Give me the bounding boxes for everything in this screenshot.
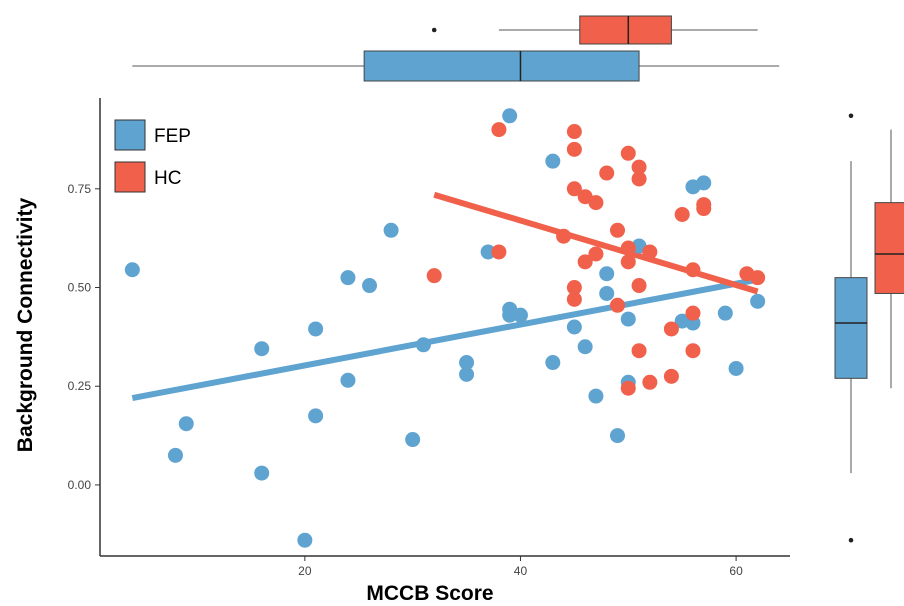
y-tick-label: 0.25 <box>68 379 92 393</box>
top-marginal-boxplots <box>132 15 780 82</box>
box-y-hc <box>874 202 904 294</box>
fit-line-fep <box>131 276 759 402</box>
axes: 20 40 60 0.00 0.25 0.50 0.75 <box>68 98 790 578</box>
point-hc <box>642 244 658 260</box>
point-hc <box>426 268 442 284</box>
legend-swatch-hc <box>114 161 146 193</box>
point-fep <box>545 153 561 169</box>
point-fep <box>362 278 378 294</box>
point-hc <box>620 380 636 396</box>
point-hc <box>599 165 615 181</box>
point-fep <box>308 321 324 337</box>
point-fep <box>717 305 733 321</box>
point-hc <box>631 171 647 187</box>
point-hc <box>631 343 647 359</box>
point-hc <box>566 124 582 140</box>
legend-label-hc: HC <box>154 168 181 189</box>
right-marginal-boxplots <box>834 113 904 543</box>
point-fep <box>696 175 712 191</box>
point-fep <box>750 293 766 309</box>
outlier-y-fep <box>848 113 854 119</box>
point-hc <box>620 254 636 270</box>
y-tick-label: 0.00 <box>68 478 92 492</box>
box-y-fep <box>834 277 868 379</box>
point-fep <box>383 222 399 238</box>
x-tick-label: 60 <box>729 564 743 578</box>
point-fep <box>502 307 518 323</box>
point-hc <box>685 343 701 359</box>
point-fep <box>308 408 324 424</box>
point-fep <box>728 360 744 376</box>
point-fep <box>167 447 183 463</box>
point-fep <box>480 244 496 260</box>
point-fep <box>297 532 313 548</box>
box-hc <box>579 15 672 45</box>
point-hc <box>610 222 625 238</box>
point-fep <box>512 307 528 323</box>
y-axis-title: Background Connectivity <box>14 197 37 452</box>
point-hc <box>674 206 690 222</box>
point-hc <box>620 145 636 161</box>
point-fep <box>599 266 615 282</box>
fit-lines <box>131 191 759 402</box>
point-fep <box>610 428 625 444</box>
point-hc <box>491 122 507 138</box>
point-fep <box>178 416 194 432</box>
point-hc <box>663 368 679 384</box>
point-hc <box>577 254 593 270</box>
point-fep <box>588 388 604 404</box>
point-hc <box>491 244 507 260</box>
point-hc <box>631 278 647 294</box>
point-fep <box>254 465 270 481</box>
point-fep <box>599 285 615 301</box>
point-hc <box>588 195 604 211</box>
point-hc <box>566 181 582 197</box>
point-hc <box>588 246 604 262</box>
fit-line-hc <box>433 191 759 295</box>
x-axis-title: MCCB Score <box>366 582 493 605</box>
point-fep <box>577 339 593 355</box>
point-fep <box>566 319 582 335</box>
point-hc <box>566 280 582 296</box>
point-fep <box>459 366 475 382</box>
point-hc <box>750 270 766 286</box>
point-hc <box>685 262 701 278</box>
outlier-y-fep <box>848 537 854 543</box>
point-hc <box>663 321 679 337</box>
point-fep <box>254 341 270 357</box>
x-tick-label: 40 <box>514 564 528 578</box>
point-fep <box>620 311 636 327</box>
point-fep <box>340 270 356 286</box>
x-tick-label: 20 <box>298 564 312 578</box>
data-points <box>124 108 766 548</box>
point-hc <box>631 159 647 175</box>
outlier-hc <box>431 27 437 33</box>
point-fep <box>502 108 518 124</box>
box-fep <box>363 50 640 82</box>
y-tick-label: 0.75 <box>68 182 92 196</box>
point-fep <box>415 337 431 353</box>
point-hc <box>685 305 701 321</box>
point-hc <box>566 291 582 307</box>
point-hc <box>620 240 636 256</box>
point-hc <box>610 297 625 313</box>
point-hc <box>556 228 572 244</box>
point-fep <box>340 372 356 388</box>
legend-label-fep: FEP <box>154 126 191 147</box>
point-fep <box>124 262 140 278</box>
legend: FEP HC <box>114 119 191 193</box>
point-hc <box>696 201 712 217</box>
point-fep <box>405 432 421 448</box>
point-hc <box>642 374 658 390</box>
legend-swatch-fep <box>114 119 146 151</box>
point-hc <box>566 141 582 157</box>
point-fep <box>459 355 475 371</box>
point-fep <box>545 355 561 371</box>
y-tick-label: 0.50 <box>68 281 92 295</box>
